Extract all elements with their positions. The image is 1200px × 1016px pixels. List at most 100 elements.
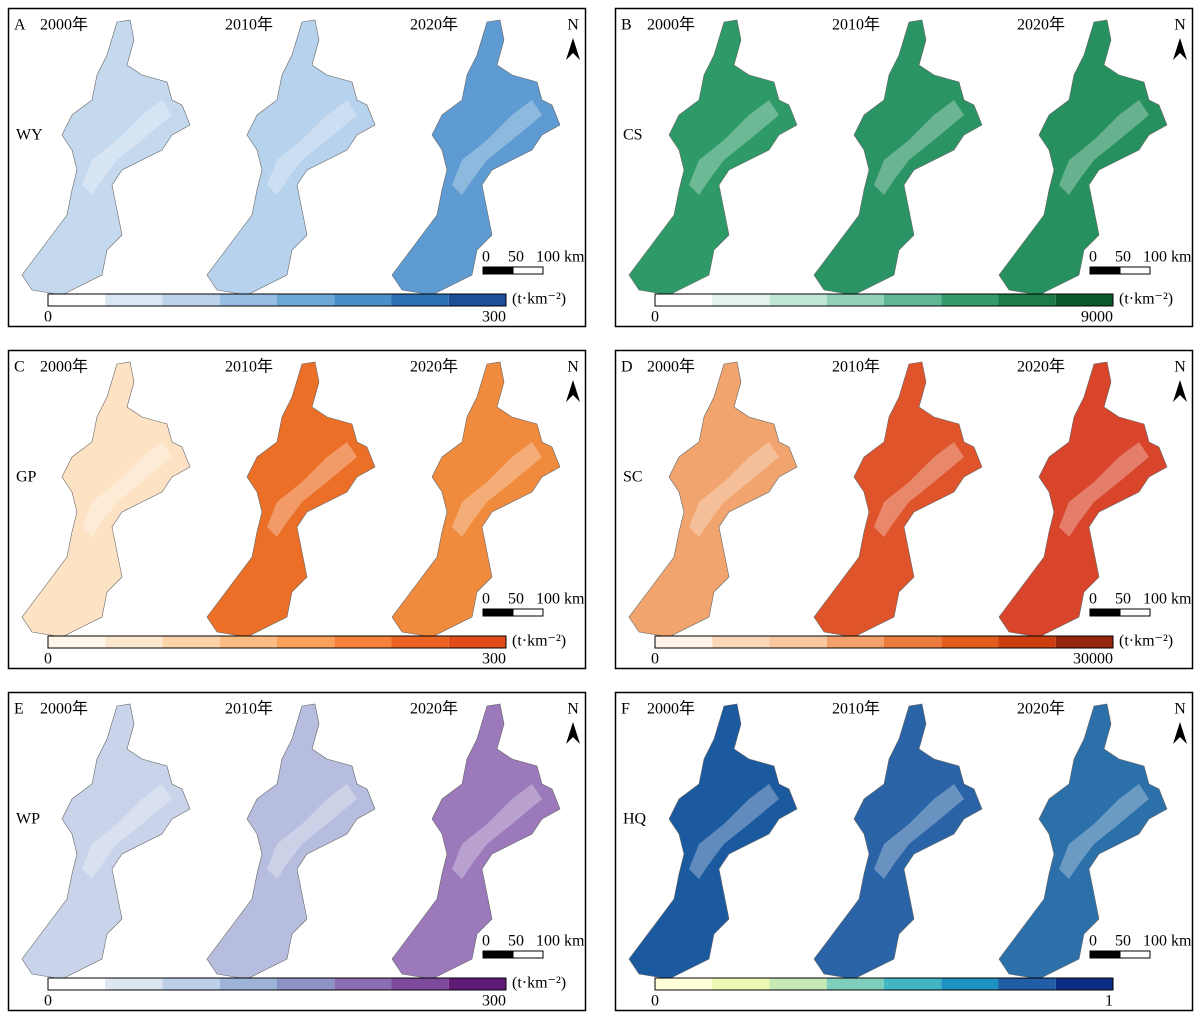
scale-label: 100 km [536,249,585,266]
region-band [689,442,779,537]
panel: A 2000年 2010年 2020年 WY N 0 50 100 km (t·km⁻²) 0 300 [7,7,587,328]
panel-letter: A [14,17,26,34]
region-band [1059,784,1149,879]
scale-label: 50 [508,591,524,608]
region-map [998,703,1168,980]
year-label: 2010年 [225,700,273,718]
scale-bar [1089,266,1121,275]
region-map [391,703,561,980]
scale-bar [1119,608,1151,617]
scale-label: 0 [1089,933,1097,950]
legend-swatch [712,636,770,648]
scale-label: 50 [1115,933,1131,950]
legend-swatch [391,636,449,648]
north-label: N [567,359,579,376]
legend-unit: (t·km⁻²) [1119,633,1173,650]
north-label: N [1174,359,1186,376]
legend-swatch [391,978,449,990]
scale-label: 100 km [536,933,585,950]
region-shape [21,361,191,638]
north-arrow [566,380,580,402]
legend-frame [47,635,507,649]
legend-swatch [826,636,884,648]
region-shape [628,703,798,980]
legend-swatch [826,294,884,306]
panel-letter: B [621,17,632,34]
year-label: 2000年 [40,700,88,718]
north-arrow [566,38,580,60]
scale-label: 100 km [1143,249,1192,266]
legend-swatch [769,294,827,306]
scale-bar [1089,608,1121,617]
legend-swatch [448,294,506,306]
legend-frame [654,293,1114,307]
legend-swatch [655,294,713,306]
panel-frame [614,7,1194,328]
region-map [21,703,191,980]
region-band [82,442,172,537]
year-label: 2010年 [832,358,880,376]
indicator-label: HQ [623,811,647,828]
legend-swatch [105,294,163,306]
legend-min: 0 [44,993,52,1010]
region-shape [813,19,983,296]
legend-swatch [219,294,277,306]
panel: D 2000年 2010年 2020年 SC N 0 50 100 km (t·km⁻²) 0 300… [614,349,1194,670]
legend-swatch [884,294,942,306]
legend-swatch [655,636,713,648]
legend-frame [654,635,1114,649]
year-label: 2000年 [40,358,88,376]
region-shape [998,361,1168,638]
legend-max: 9000 [1081,309,1113,326]
region-shape [21,19,191,296]
legend-swatch [105,978,163,990]
region-band [689,784,779,879]
legend-swatch [769,978,827,990]
year-label: 2020年 [1017,700,1065,718]
indicator-label: WY [16,127,43,144]
region-band [267,100,357,195]
legend-swatch [448,636,506,648]
north-arrow [1173,38,1187,60]
legend-min: 0 [651,309,659,326]
legend-max: 300 [482,651,506,668]
legend-swatch [941,294,999,306]
indicator-label: CS [623,127,643,144]
region-band [82,784,172,879]
legend-swatch [1055,294,1113,306]
legend-swatch [941,636,999,648]
region-band [1059,442,1149,537]
region-band [874,100,964,195]
region-shape [628,19,798,296]
region-band [452,784,542,879]
region-band [452,100,542,195]
indicator-label: WP [16,811,40,828]
scale-bar [512,608,544,617]
year-label: 2010年 [832,700,880,718]
legend-swatch [998,978,1056,990]
region-band [874,442,964,537]
scale-label: 0 [482,933,490,950]
legend-swatch [884,978,942,990]
region-map [998,361,1168,638]
scale-label: 50 [1115,249,1131,266]
panel: F 2000年 2010年 2020年 HQ N 0 50 100 km 0 1 [614,691,1194,1012]
scale-label: 50 [508,933,524,950]
region-band [689,100,779,195]
legend-swatch [48,978,106,990]
indicator-label: SC [623,469,643,486]
legend-swatch [1055,978,1113,990]
year-label: 2020年 [410,700,458,718]
region-map [206,703,376,980]
legend-swatch [826,978,884,990]
region-band [82,100,172,195]
region-shape [813,703,983,980]
legend-min: 0 [651,993,659,1010]
legend-frame [47,977,507,991]
scale-label: 100 km [1143,591,1192,608]
legend-swatch [105,636,163,648]
scale-bar [1119,266,1151,275]
region-map [998,19,1168,296]
indicator-label: GP [16,469,37,486]
legend-swatch [998,294,1056,306]
